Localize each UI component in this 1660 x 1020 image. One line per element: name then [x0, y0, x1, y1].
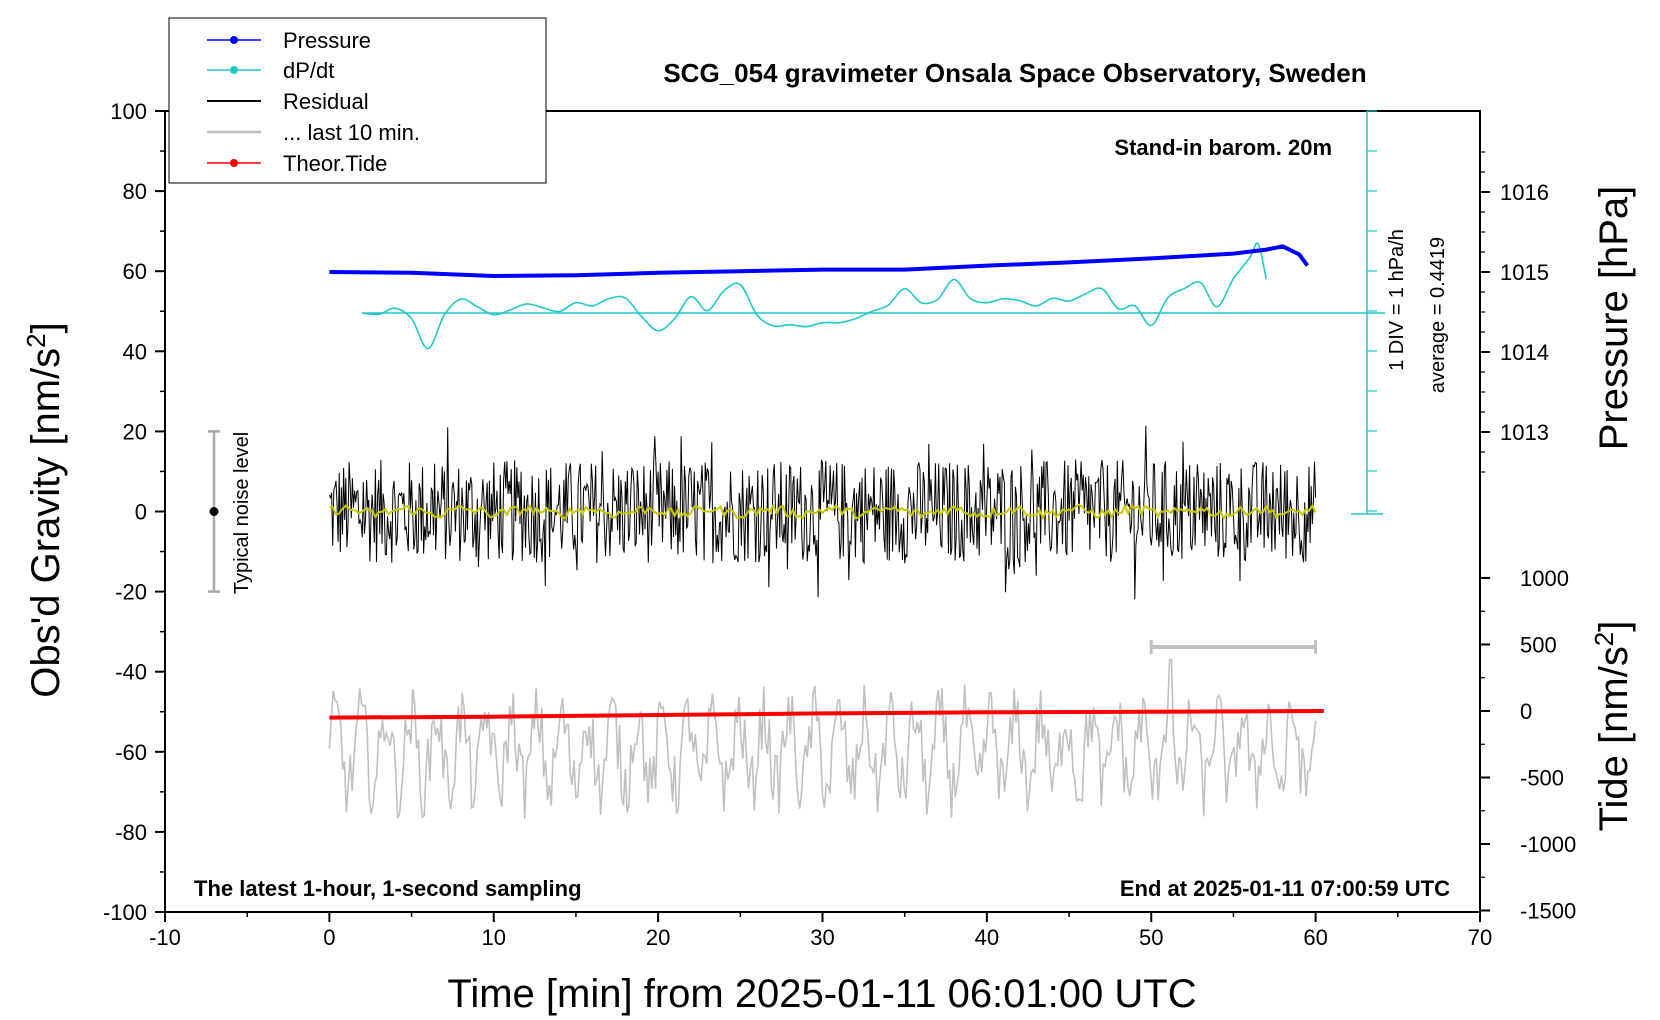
- legend-marker-pressure: [230, 36, 238, 44]
- noise-level-label: Typical noise level: [231, 432, 253, 594]
- end-time-note: End at 2025-01-11 07:00:59 UTC: [1120, 876, 1450, 901]
- x-tick-label: 30: [810, 925, 834, 950]
- residual-line: [328, 425, 1317, 600]
- pressure-tick-label: 1013: [1500, 420, 1549, 445]
- dpdt-line: [362, 242, 1268, 350]
- left-tick-label: -20: [115, 580, 147, 605]
- legend-marker-tide: [230, 159, 238, 167]
- left-tick-label: 0: [135, 500, 147, 525]
- left-axis-label: Obs'd Gravity [nm/s2]: [21, 322, 68, 698]
- tide-tick-label: -1500: [1520, 899, 1576, 924]
- legend-marker-dpdt: [230, 66, 238, 74]
- left-tick-label: 40: [123, 339, 147, 364]
- series-layer: [208, 242, 1324, 819]
- legend-label-residual: Residual: [283, 89, 369, 114]
- left-tick-label: -60: [115, 740, 147, 765]
- tide-tick-label: 0: [1520, 699, 1532, 724]
- x-tick-label: 20: [646, 925, 670, 950]
- left-tick-label: 100: [110, 99, 147, 124]
- pressure-line: [329, 244, 1310, 278]
- x-tick-label: 70: [1468, 925, 1492, 950]
- x-tick-label: 40: [975, 925, 999, 950]
- legend-label-pressure: Pressure: [283, 28, 371, 53]
- pressure-tick-label: 1016: [1500, 180, 1549, 205]
- left-tick-labels: 100 80 60 40 20 0 -20 -40 -60 -80 -100: [103, 99, 147, 925]
- left-tick-label: -100: [103, 900, 147, 925]
- x-tick-label: 50: [1139, 925, 1163, 950]
- tide-axis-label: Tide [nm/s2]: [1589, 621, 1636, 832]
- pressure-tick-labels: 1016 1015 1014 1013: [1500, 180, 1549, 445]
- axis-ticks: [155, 110, 1490, 922]
- pressure-tick-label: 1014: [1500, 340, 1549, 365]
- legend-label-dpdt: dP/dt: [283, 58, 334, 83]
- left-tick-label: -80: [115, 820, 147, 845]
- tide-tick-label: 500: [1520, 633, 1557, 658]
- noise-level-center: [209, 507, 219, 516]
- x-tick-label: 60: [1303, 925, 1327, 950]
- x-tick-label: 0: [323, 925, 335, 950]
- sampling-note: The latest 1-hour, 1-second sampling: [194, 876, 582, 901]
- x-axis-label: Time [min] from 2025-01-11 06:01:00 UTC: [447, 972, 1196, 1016]
- x-tick-labels: -10 0 10 20 30 40 50 60 70: [149, 925, 1492, 950]
- tide-line: [329, 709, 1324, 720]
- left-tick-label: -40: [115, 660, 147, 685]
- dpdt-scale-bar: [362, 110, 1385, 515]
- pressure-axis-label: Pressure [hPa]: [1592, 186, 1636, 451]
- average-label: average = 0.4419: [1427, 237, 1449, 393]
- residual-smoothed-line: [329, 503, 1317, 521]
- legend: Pressure dP/dt Residual ... last 10 min.…: [168, 17, 547, 184]
- tide-tick-label: -1000: [1520, 832, 1576, 857]
- div-scale-label: 1 DIV = 1 hPa/h: [1386, 229, 1408, 371]
- last10-line: [328, 658, 1317, 819]
- left-tick-label: 20: [123, 419, 147, 444]
- x-tick-label: -10: [149, 925, 181, 950]
- x-tick-label: 10: [482, 925, 506, 950]
- chart-title: SCG_054 gravimeter Onsala Space Observat…: [663, 58, 1366, 88]
- tide-tick-labels: 1000 500 0 -500 -1000 -1500: [1520, 566, 1576, 924]
- legend-label-last10: ... last 10 min.: [283, 120, 420, 145]
- left-tick-label: 80: [123, 179, 147, 204]
- pressure-tick-label: 1015: [1500, 260, 1549, 285]
- legend-label-tide: Theor.Tide: [283, 151, 387, 176]
- barometer-note: Stand-in barom. 20m: [1114, 135, 1332, 160]
- left-tick-label: 60: [123, 259, 147, 284]
- tide-tick-label: 1000: [1520, 566, 1569, 591]
- tide-tick-label: -500: [1520, 766, 1564, 791]
